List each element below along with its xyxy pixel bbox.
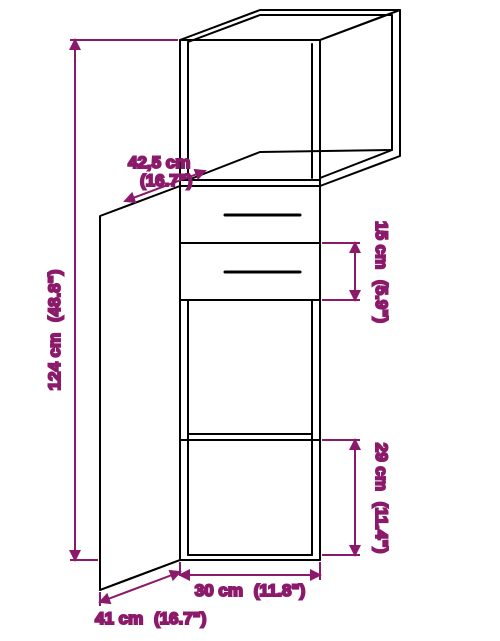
dimension-diagram: 124 cm (48.8") 42,5 cm (16.7") 15 cm (5.… (0, 0, 500, 641)
dim-width: 30 cm (11.8") (180, 562, 320, 600)
dim-drawer-cm: 15 cm (372, 221, 391, 269)
svg-text:30 cm (11.8"): 30 cm (11.8") (195, 581, 305, 600)
svg-text:41 cm (16.7"): 41 cm (16.7") (95, 609, 206, 628)
dim-depthb-in: (16.7") (154, 609, 206, 628)
dim-lower-opening: 29 cm (11.4") (322, 440, 391, 555)
dim-drawer-in: (5.9") (372, 280, 391, 323)
dim-depth-top-cm: 42,5 cm (128, 153, 190, 172)
dim-lower-in: (11.4") (372, 502, 391, 554)
dim-depth-top-in: (16.7") (140, 171, 192, 190)
svg-text:124 cm (48.8"): 124 cm (48.8") (45, 270, 64, 391)
dim-width-cm: 30 cm (195, 581, 243, 600)
dim-height-in: (48.8") (45, 270, 64, 322)
svg-text:42,5 cm (16.7"): 42,5 cm (16.7") (128, 153, 195, 190)
dim-drawer-height: 15 cm (5.9") (322, 221, 391, 323)
svg-text:15 cm (5.9"): 15 cm (5.9") (372, 221, 391, 323)
svg-text:29 cm (11.4"): 29 cm (11.4") (372, 443, 391, 553)
dim-lower-cm: 29 cm (372, 443, 391, 491)
dim-width-in: (11.8") (254, 581, 306, 600)
dim-total-height: 124 cm (48.8") (45, 40, 178, 560)
dim-depthb-cm: 41 cm (95, 609, 143, 628)
dim-height-cm: 124 cm (45, 333, 64, 391)
